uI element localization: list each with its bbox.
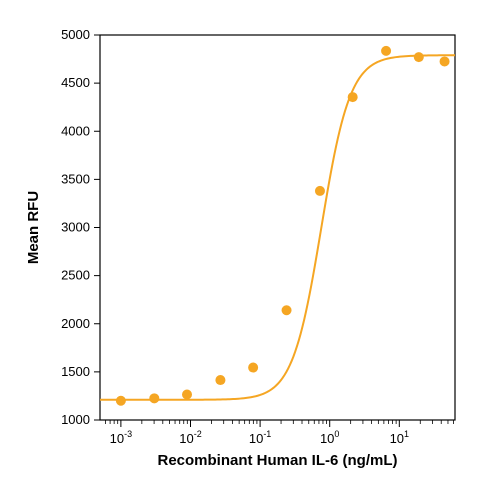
y-tick-label: 2000	[61, 316, 90, 331]
y-tick-label: 2500	[61, 268, 90, 283]
data-point	[116, 396, 126, 406]
data-point	[440, 56, 450, 66]
y-tick-label: 1000	[61, 412, 90, 427]
data-point	[182, 389, 192, 399]
y-tick-label: 5000	[61, 27, 90, 42]
y-tick-label: 3500	[61, 171, 90, 186]
y-tick-label: 4000	[61, 123, 90, 138]
data-point	[282, 305, 292, 315]
x-tick-label: 101	[390, 429, 409, 446]
data-point	[248, 363, 258, 373]
data-point	[348, 92, 358, 102]
data-point	[414, 52, 424, 62]
chart-svg: 1000 1500 2000 2500 3000 3500 4000 4500 5000 10-3…	[0, 0, 500, 500]
x-tick-label: 100	[320, 429, 339, 446]
data-point	[315, 186, 325, 196]
fit-curve	[100, 55, 455, 400]
y-tick-label: 4500	[61, 75, 90, 90]
data-point	[381, 46, 391, 56]
dose-response-chart: 1000 1500 2000 2500 3000 3500 4000 4500 5000 10-3…	[0, 0, 500, 500]
x-tick-label: 10-1	[249, 429, 271, 446]
x-tick-label: 10-2	[179, 429, 201, 446]
y-tick-label: 1500	[61, 364, 90, 379]
y-axis-title: Mean RFU	[25, 191, 42, 264]
data-point	[149, 393, 159, 403]
data-point	[215, 375, 225, 385]
y-tick-label: 3000	[61, 220, 90, 235]
x-axis-title: Recombinant Human IL-6 (ng/mL)	[158, 452, 398, 469]
x-tick-label: 10-3	[110, 429, 132, 446]
